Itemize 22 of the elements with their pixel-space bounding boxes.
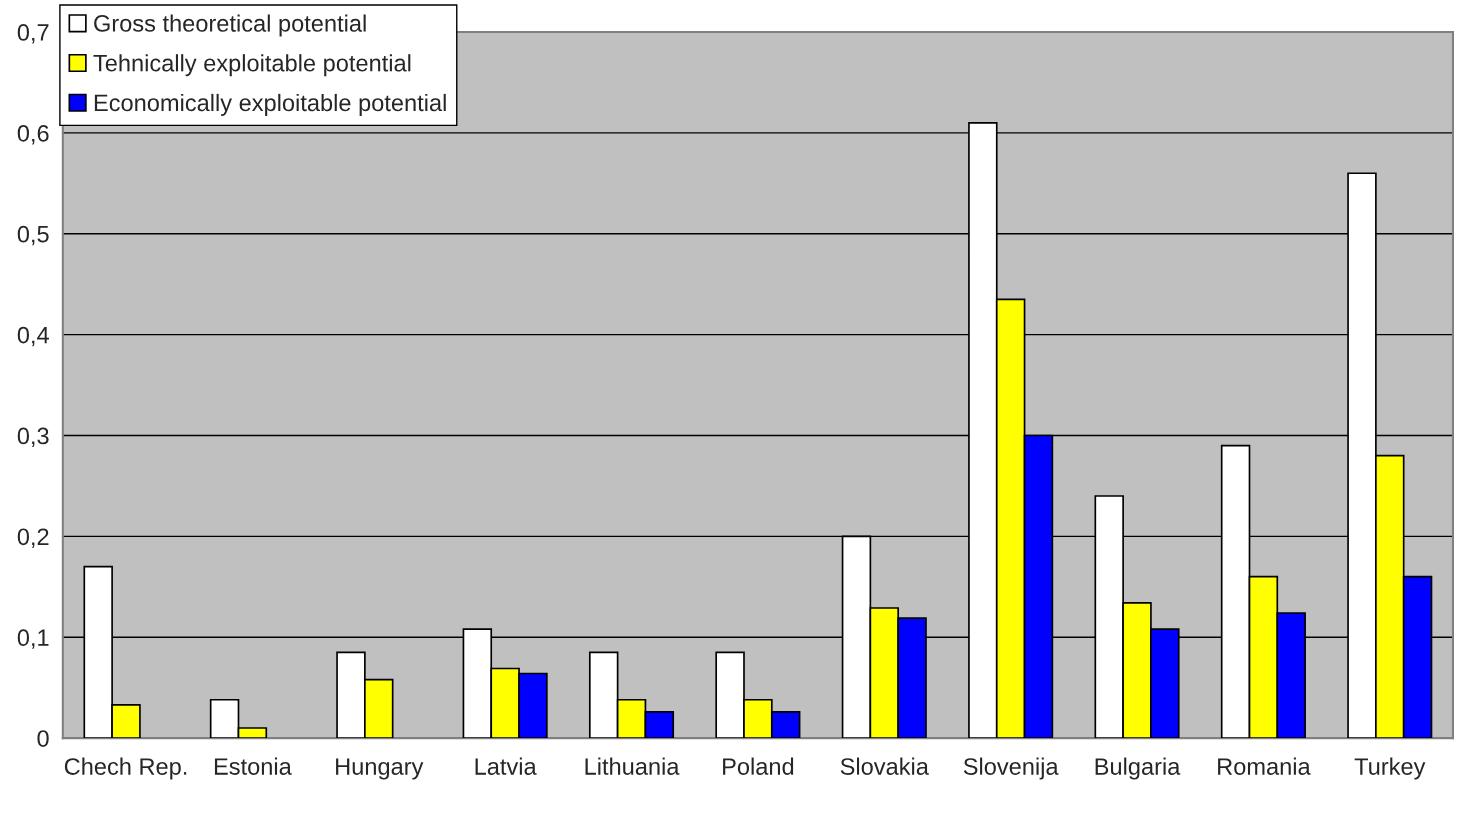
y-tick-label: 0,1 [17, 629, 49, 649]
x-tick-label: Slovakia [840, 757, 929, 775]
x-tick-label: Lithuania [585, 757, 680, 775]
x-tick-label: Estonia [214, 757, 292, 775]
y-tick-label: 0,2 [17, 528, 49, 548]
y-tick-label: 0,4 [17, 326, 49, 347]
x-tick-label: Poland [723, 757, 794, 775]
x-tick-label: Bulgaria [1095, 757, 1181, 780]
legend-label: Economically exploitable potential [94, 93, 446, 116]
y-tick-label: 0,6 [17, 124, 49, 145]
y-tick-label: 0,5 [17, 225, 49, 246]
legend-label: Gross theoretical potential [94, 14, 366, 37]
y-tick-label: 0 [37, 730, 49, 747]
legend-label: Tehnically exploitable potential [93, 54, 411, 77]
x-tick-label: Latvia [475, 757, 537, 775]
x-tick-label: Romania [1218, 757, 1311, 775]
y-tick-label: 0,7 [17, 24, 49, 44]
x-tick-label: Turkey [1354, 757, 1426, 780]
x-tick-label: Hungary [336, 758, 424, 780]
x-tick-label: Slovenija [963, 757, 1059, 780]
y-tick-label: 0,3 [17, 427, 49, 448]
x-tick-label: Chech Rep. [64, 757, 187, 780]
